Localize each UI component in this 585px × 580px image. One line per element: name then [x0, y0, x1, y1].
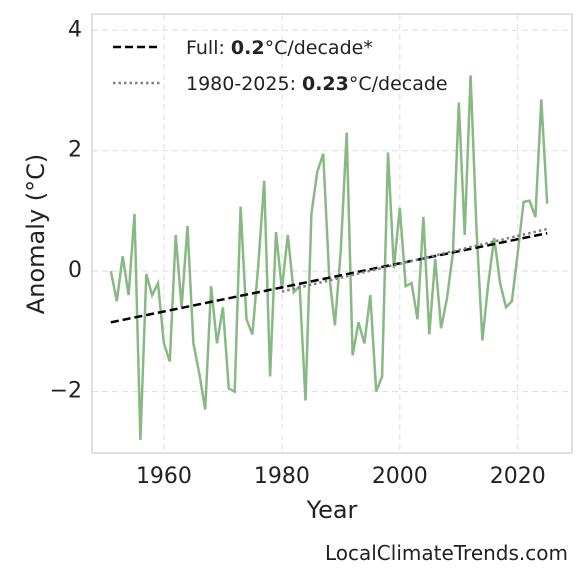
- trend-line: [281, 227, 548, 293]
- legend-entry: Full: 0.2°C/decade*: [186, 37, 373, 59]
- y-tick-label: 0: [68, 258, 82, 283]
- x-tick-label: 2020: [490, 464, 546, 489]
- data-line: [109, 75, 549, 440]
- legend-label: Full:: [186, 37, 225, 59]
- y-tick-label: 4: [68, 17, 82, 42]
- legend-unit: °C/decade*: [265, 37, 373, 59]
- y-tick-label: −2: [50, 379, 82, 404]
- legend-entry: 1980-2025: 0.23°C/decade: [186, 73, 448, 95]
- legend-label: 1980-2025:: [186, 73, 296, 95]
- x-tick-label: 2000: [372, 464, 428, 489]
- trend-line: [110, 231, 548, 324]
- plot-frame: [91, 13, 573, 454]
- y-tick-label: 2: [68, 138, 82, 163]
- y-axis-label: Anomaly (°C): [22, 154, 50, 314]
- x-tick-label: 1960: [136, 464, 192, 489]
- legend-slope: 0.2: [231, 37, 265, 59]
- legend-unit: °C/decade: [349, 73, 448, 95]
- x-tick-label: 1980: [254, 464, 310, 489]
- x-axis-label: Year: [306, 496, 358, 524]
- footer: LocalClimateTrends.com: [325, 541, 568, 565]
- legend-slope: 0.23: [302, 73, 349, 95]
